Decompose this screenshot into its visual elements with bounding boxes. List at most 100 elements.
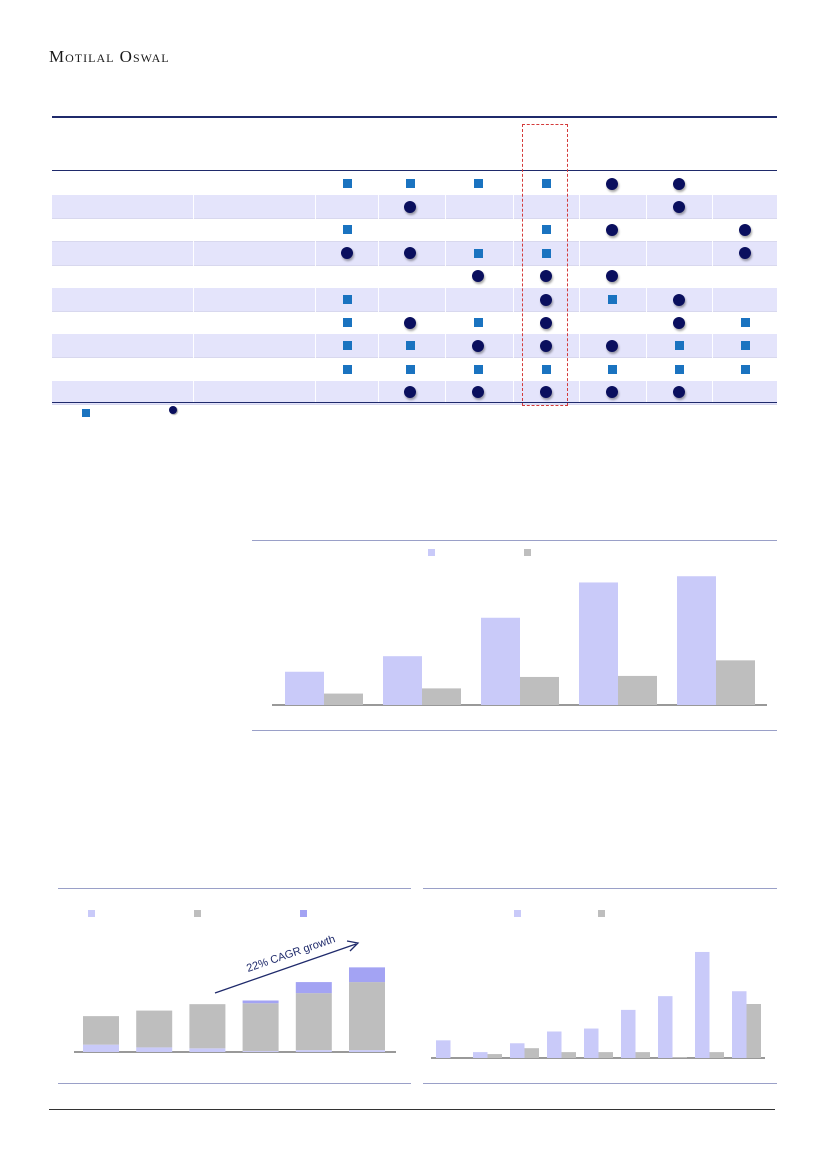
bar [746,1004,761,1058]
circle-marker [404,386,416,399]
bar [473,1052,488,1058]
circle-marker [540,386,552,399]
chart-canvas [272,549,767,706]
bar [520,676,559,705]
bar [561,1052,576,1058]
legend-swatch [300,910,307,917]
chart-canvas [431,910,765,1059]
chart-top-bar [252,540,777,732]
bar-segment [295,993,332,1051]
legend-swatch [428,549,435,556]
square-marker [405,179,415,188]
bar [524,1048,539,1058]
bar [716,660,755,705]
column-separator [315,172,316,402]
circle-marker [606,177,618,190]
bar [510,1043,525,1058]
bar-segment [242,1003,279,1052]
square-marker [342,318,352,328]
bar-segment [189,1004,226,1049]
circle-marker [404,247,416,260]
square-marker [405,341,415,351]
bar [732,991,747,1058]
circle-marker [606,223,618,236]
bar-segment [349,1050,385,1052]
bar [658,996,673,1058]
bar [635,1052,650,1058]
chart-stacked-bar: 22% CAGR growth [58,888,411,1085]
chart-top-rule [423,888,777,889]
bar-segment [349,967,385,983]
chart-bottom-rule [252,730,777,731]
logo-text: Motilal Oswal [49,47,170,66]
bar-segment [136,1047,173,1052]
circle-marker [673,316,685,329]
bar-segment [295,1050,332,1052]
circle-marker [540,270,552,283]
square-marker [473,364,483,374]
column-separator [712,172,713,402]
square-marker [674,341,684,351]
circle-marker [673,386,685,399]
bar-segment [242,1000,279,1004]
chart-bottom-rule [58,1083,411,1084]
legend-circle-marker [169,406,177,414]
circle-marker [673,177,685,190]
growth-annotation: 22% CAGR growth [245,933,337,975]
chart-top-rule [58,888,411,889]
legend-swatch [524,549,531,556]
bar [481,617,520,705]
chart-bottom-rule [423,1083,777,1084]
legend-swatch [598,910,605,917]
legend-square-marker [82,409,90,417]
square-marker [541,248,551,258]
square-marker [342,364,352,374]
square-marker [607,364,617,374]
circle-marker [472,270,484,283]
circle-marker [673,200,685,213]
bar-segment [242,1051,279,1052]
square-marker [541,179,551,188]
matrix-top-rule [52,116,777,118]
matrix-row [52,172,777,196]
square-marker [740,364,750,374]
bar [324,693,363,705]
column-separator [646,172,647,402]
square-marker [607,295,617,304]
bar [422,688,461,705]
matrix-bottom-rule [52,402,777,403]
bar-segment [189,1048,226,1052]
highlighted-column [522,124,568,406]
bar-segment [295,982,332,994]
bar [598,1052,613,1058]
matrix-row [52,358,777,382]
bar [709,1052,724,1058]
square-marker [342,179,352,188]
column-separator [579,172,580,402]
circle-marker [606,386,618,399]
matrix-row [52,218,777,243]
column-separator [445,172,446,402]
bar [672,1057,687,1058]
square-marker [342,341,352,351]
circle-marker [739,223,751,236]
legend-swatch [194,910,201,917]
legend-swatch [514,910,521,917]
bar [487,1054,502,1058]
circle-marker [341,247,353,260]
matrix-row [52,334,777,359]
circle-marker [404,200,416,213]
circle-marker [739,247,751,260]
bar [547,1031,562,1058]
circle-marker [404,316,416,329]
square-marker [541,225,551,235]
bar-segment [349,982,385,1051]
square-marker [473,318,483,328]
square-marker [342,295,352,304]
growth-arrow-line [214,943,357,994]
chart-top-rule [252,540,777,541]
square-marker [674,364,684,374]
bar [285,671,324,705]
footer-rule [49,1109,775,1110]
square-marker [405,364,415,374]
